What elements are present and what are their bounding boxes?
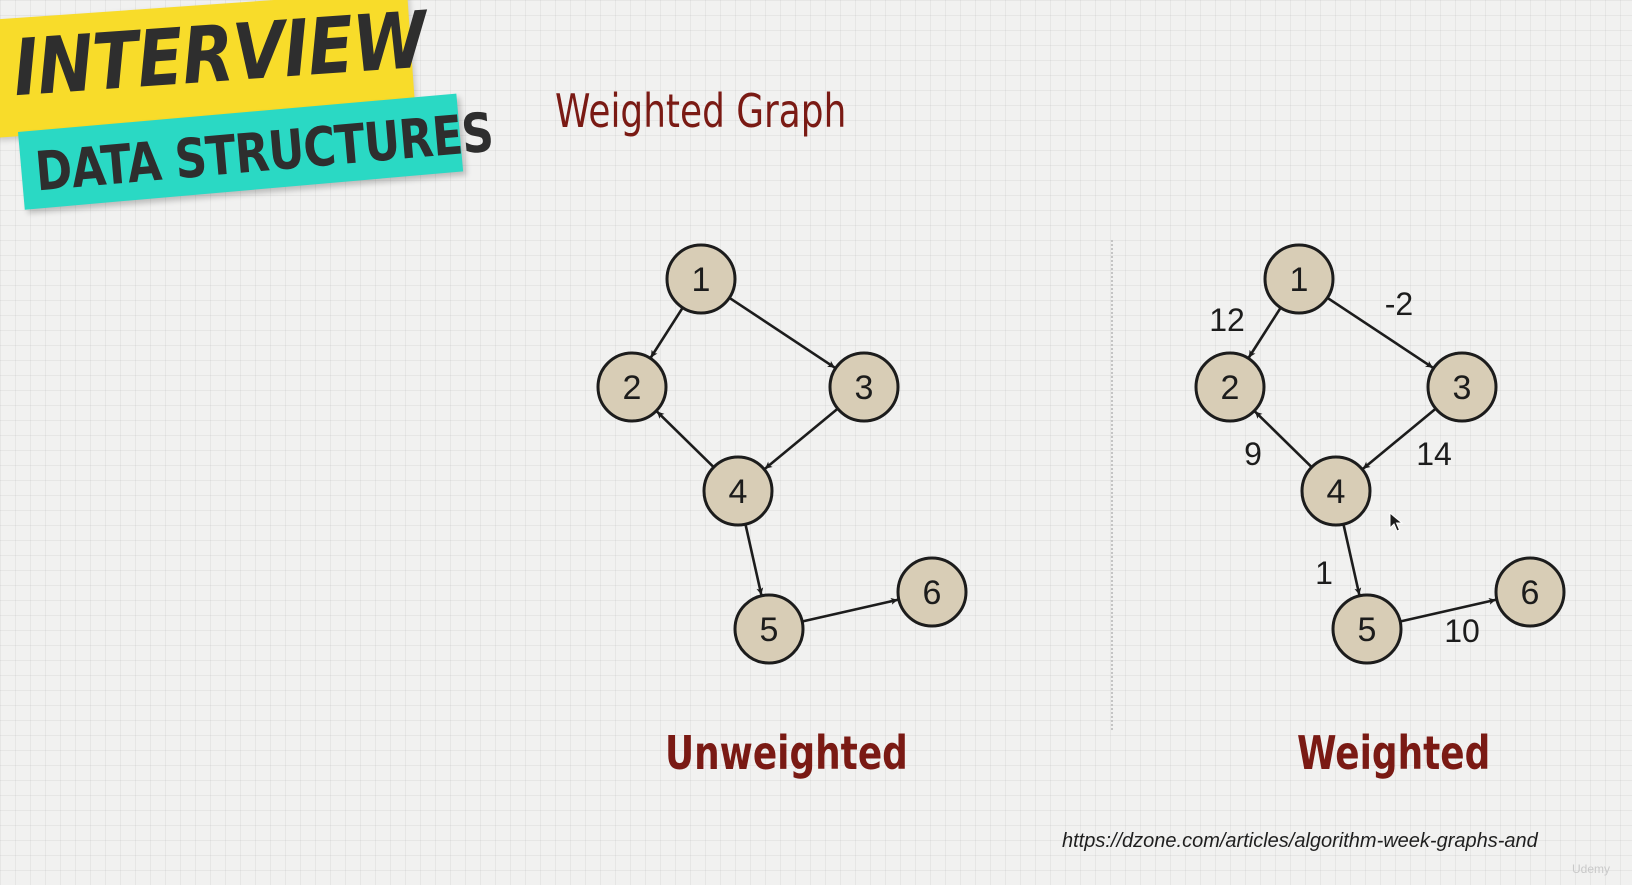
mouse-pointer-icon (1389, 512, 1404, 532)
weight-label-1-3: -2 (1385, 286, 1413, 322)
unweighted-edge-3-4 (764, 407, 839, 470)
weighted-node-3 (1426, 351, 1498, 423)
unweighted-node-1 (665, 243, 737, 315)
weighted-edge-1-2 (1247, 306, 1282, 359)
unweighted-node-4 (702, 455, 774, 527)
weighted-node-4 (1300, 455, 1372, 527)
weighted-edge-5-6 (1399, 597, 1497, 623)
weighted-node-label-5: 5 (1358, 611, 1377, 649)
weighted-node-label-4: 4 (1327, 473, 1346, 511)
unweighted-node-label-1: 1 (692, 261, 711, 299)
weighted-node-label-3: 3 (1453, 369, 1472, 407)
udemy-watermark: Udemy (1572, 862, 1611, 876)
unweighted-edge-1-3 (728, 296, 836, 369)
weight-label-4-2: 9 (1244, 436, 1262, 472)
unweighted-node-label-4: 4 (729, 473, 748, 511)
weight-label-4-5: 1 (1315, 555, 1333, 591)
weighted-edge-4-2 (1254, 410, 1313, 469)
unweighted-node-5 (733, 593, 805, 665)
weighted-node-5 (1331, 593, 1403, 665)
weighted-edge-4-5 (1342, 523, 1362, 596)
slide-heading: Weighted Graph (555, 84, 847, 138)
weighted-edge-3-4 (1362, 407, 1437, 470)
weighted-edge-1-3 (1326, 296, 1434, 369)
unweighted-node-label-3: 3 (855, 369, 874, 407)
unweighted-edge-1-2 (649, 306, 684, 359)
weighted-node-6 (1494, 556, 1566, 628)
unweighted-node-label-6: 6 (923, 574, 942, 612)
weighted-node-label-1: 1 (1290, 261, 1309, 299)
unweighted-node-3 (828, 351, 900, 423)
weighted-node-label-6: 6 (1521, 574, 1540, 612)
unweighted-node-label-2: 2 (623, 369, 642, 407)
weighted-caption: Weighted (1297, 726, 1491, 780)
weight-label-1-2: 12 (1209, 302, 1245, 338)
source-link[interactable]: https://dzone.com/articles/algorithm-wee… (1062, 830, 1538, 852)
unweighted-graph: 1 2 3 4 5 6 (596, 243, 968, 665)
weighted-node-label-2: 2 (1221, 369, 1240, 407)
weight-label-5-6: 10 (1444, 613, 1480, 649)
unweighted-caption: Unweighted (665, 726, 908, 780)
unweighted-node-label-5: 5 (760, 611, 779, 649)
unweighted-node-6 (896, 556, 968, 628)
unweighted-edge-4-2 (656, 410, 715, 469)
unweighted-edge-5-6 (801, 597, 899, 623)
unweighted-edge-4-5 (744, 523, 764, 596)
weight-label-3-4: 14 (1416, 436, 1452, 472)
weighted-node-2 (1194, 351, 1266, 423)
unweighted-node-2 (596, 351, 668, 423)
weighted-node-1 (1263, 243, 1335, 315)
graph-divider (1111, 240, 1113, 730)
